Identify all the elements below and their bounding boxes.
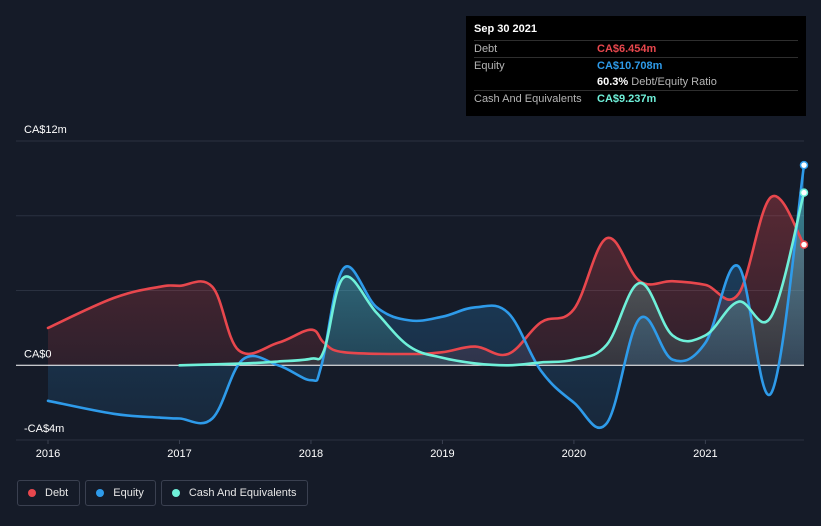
tooltip-debt-label: Debt [474, 43, 498, 55]
tooltip-debt-value: CA$6.454m [597, 43, 657, 55]
tooltip-cash-value: CA$9.237m [597, 93, 657, 105]
x-tick-label: 2021 [693, 448, 717, 460]
end-markers [799, 160, 809, 249]
x-tick-label: 2020 [562, 448, 586, 460]
legend-debt-dot-icon [28, 489, 36, 497]
equity-area [48, 165, 804, 428]
x-tick-label: 2019 [430, 448, 454, 460]
tooltip-ratio-caption: Debt/Equity Ratio [631, 76, 717, 88]
y-tick-label: CA$12m [24, 124, 67, 136]
equity-end-point [799, 160, 809, 170]
tooltip-row-ratio: 60.3% Debt/Equity Ratio [474, 74, 798, 90]
tooltip-equity-label: Equity [474, 60, 505, 72]
x-tick-label: 2016 [36, 448, 60, 460]
x-tick-label: 2018 [299, 448, 323, 460]
legend: Debt Equity Cash And Equivalents [17, 480, 313, 506]
tooltip-equity-value: CA$10.708m [597, 60, 663, 72]
tooltip-row-equity: Equity CA$10.708m [474, 57, 798, 74]
legend-item-cash[interactable]: Cash And Equivalents [160, 480, 309, 506]
legend-equity-label: Equity [113, 487, 144, 499]
legend-cash-label: Cash And Equivalents [188, 487, 297, 499]
x-tick-label: 2017 [167, 448, 191, 460]
debt-area [48, 195, 804, 366]
debt-end-point [799, 240, 809, 249]
legend-debt-label: Debt [45, 487, 69, 499]
debt-line [46, 194, 806, 357]
y-tick-label: -CA$4m [24, 423, 64, 435]
tooltip-panel: Sep 30 2021 Debt CA$6.454m Equity CA$10.… [466, 16, 806, 116]
tooltip-row-cash: Cash And Equivalents CA$9.237m [474, 90, 798, 107]
tooltip-ratio-value: 60.3% Debt/Equity Ratio [597, 74, 717, 90]
x-tick-labels: 2016 2017 2018 2019 2020 2021 [36, 448, 718, 460]
y-tick-labels: CA$12m CA$0 -CA$4m [24, 124, 67, 435]
tooltip-ratio-number: 60.3% [597, 76, 629, 88]
tooltip-date: Sep 30 2021 [474, 23, 537, 35]
cash-and-equivalents-end-point [799, 188, 809, 197]
equity-line [46, 163, 806, 429]
tooltip-ratio-label [474, 74, 597, 90]
legend-equity-dot-icon [96, 489, 105, 497]
y-tick-label: CA$0 [24, 348, 52, 360]
cash-and-equivalents-line [178, 191, 806, 367]
series-lines [46, 163, 806, 429]
area-fills [48, 165, 804, 428]
legend-item-debt[interactable]: Debt [17, 480, 81, 506]
cash-and-equivalents-area [179, 192, 804, 366]
legend-item-equity[interactable]: Equity [85, 480, 156, 506]
tooltip-row-debt: Debt CA$6.454m [474, 40, 798, 57]
tooltip-cash-label: Cash And Equivalents [474, 93, 582, 105]
legend-cash-dot-icon [171, 489, 180, 497]
